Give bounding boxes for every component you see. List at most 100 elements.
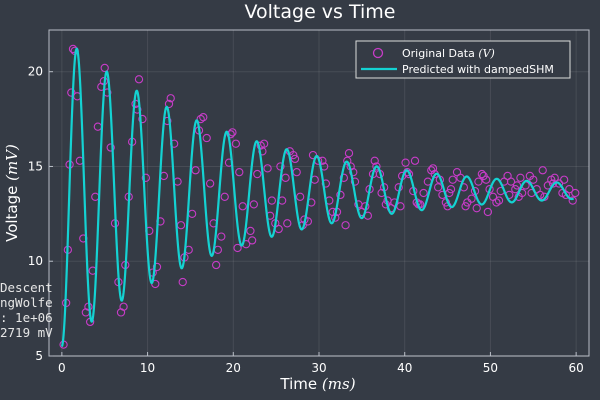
predicted-dampedshm-line: [60, 47, 575, 347]
data-point: [474, 177, 483, 186]
data-point: [516, 173, 525, 182]
data-point: [217, 232, 226, 241]
data-point: [187, 209, 197, 218]
y-axis-label: Voltage (mV): [3, 144, 21, 242]
data-point: [396, 202, 405, 211]
data-point: [274, 224, 283, 234]
data-point: [349, 168, 358, 177]
data-point: [205, 179, 215, 188]
data-point: [390, 198, 399, 207]
data-point: [191, 166, 200, 175]
x-axis-unit: (ms): [322, 375, 356, 393]
data-point: [339, 173, 349, 182]
data-point: [211, 260, 221, 270]
data-point: [341, 221, 350, 230]
annotation-line-2: ngWolfe: [0, 295, 53, 310]
legend-original-data-unit: (V): [478, 47, 495, 60]
x-tick-label: 30: [311, 361, 326, 375]
data-point: [199, 113, 208, 122]
data-point: [512, 181, 522, 190]
data-point: [350, 177, 360, 186]
data-point: [119, 302, 128, 311]
data-point: [253, 169, 262, 179]
data-point: [259, 139, 269, 148]
data-point: [93, 122, 103, 131]
x-tick-label: 10: [140, 361, 155, 375]
data-point: [492, 198, 501, 207]
chart-title: Voltage vs Time: [245, 1, 396, 23]
data-point: [295, 192, 305, 201]
data-point: [571, 188, 580, 198]
data-point: [550, 173, 559, 182]
x-tick-label: 60: [569, 361, 584, 375]
data-point: [247, 236, 257, 245]
data-point: [202, 133, 211, 143]
legend: Original Data (V) Predicted with dampedS…: [355, 40, 571, 79]
y-tick-label: 15: [28, 159, 43, 173]
data-point: [372, 162, 381, 171]
legend-marker-original-data: [372, 47, 384, 59]
data-point: [483, 207, 493, 217]
data-point: [538, 166, 547, 175]
data-point: [494, 196, 504, 205]
data-point: [106, 143, 115, 152]
data-point: [477, 169, 487, 179]
annotation-line-3: : 1e+06: [0, 310, 53, 325]
x-tick-label: 0: [58, 361, 66, 375]
data-point: [173, 177, 182, 186]
data-point: [344, 149, 354, 158]
data-point: [246, 226, 255, 236]
data-point: [267, 196, 277, 205]
y-axis-unit: (mV): [3, 144, 21, 181]
data-point: [428, 164, 438, 173]
data-point: [91, 192, 100, 201]
data-point: [479, 171, 488, 181]
y-tick-label: 5: [35, 349, 43, 363]
data-point: [134, 75, 144, 84]
data-point: [263, 164, 272, 173]
data-point: [283, 219, 292, 228]
data-point: [559, 175, 569, 184]
y-tick-label: 10: [28, 254, 43, 268]
data-point: [220, 192, 229, 201]
annotation-line-1: Descent: [0, 280, 53, 295]
annotation-text: Descent ngWolfe : 1e+06 2719 mV: [0, 280, 53, 340]
data-point: [467, 194, 476, 203]
data-point: [141, 173, 151, 182]
data-point: [404, 169, 414, 179]
x-tick-label: 20: [226, 361, 241, 375]
data-point: [67, 88, 76, 97]
data-point: [511, 185, 520, 194]
tick-labels: 0 10 20 30 40 50 60 5 10 15 20: [28, 65, 584, 375]
data-point: [228, 128, 237, 137]
data-point: [461, 202, 470, 211]
data-point: [166, 94, 175, 103]
data-point: [249, 200, 259, 209]
data-point: [410, 156, 420, 165]
data-point: [529, 175, 538, 184]
data-point: [231, 139, 241, 148]
legend-original-data-text: Original Data: [402, 47, 475, 60]
x-axis-label: Time (ms): [279, 375, 355, 393]
legend-label-predicted: Predicted with dampedSHM: [402, 63, 554, 76]
x-tick-label: 40: [397, 361, 412, 375]
grid-lines: [49, 30, 589, 357]
data-point: [176, 221, 186, 230]
y-tick-label: 20: [28, 65, 43, 79]
data-point: [138, 114, 147, 124]
x-tick-label: 50: [483, 361, 498, 375]
legend-box: [355, 40, 571, 79]
data-point: [152, 262, 162, 272]
data-point: [433, 183, 443, 192]
y-axis-label-text: Voltage: [3, 186, 21, 242]
legend-label-original-data: Original Data (V): [402, 47, 495, 60]
data-point: [178, 277, 187, 287]
data-point: [235, 168, 244, 177]
data-point: [506, 177, 516, 186]
annotation-line-4: 2719 mV: [0, 325, 53, 340]
data-point: [446, 185, 456, 194]
data-point: [164, 99, 174, 109]
data-point: [233, 243, 242, 253]
data-point: [472, 204, 481, 213]
data-point: [401, 158, 410, 167]
